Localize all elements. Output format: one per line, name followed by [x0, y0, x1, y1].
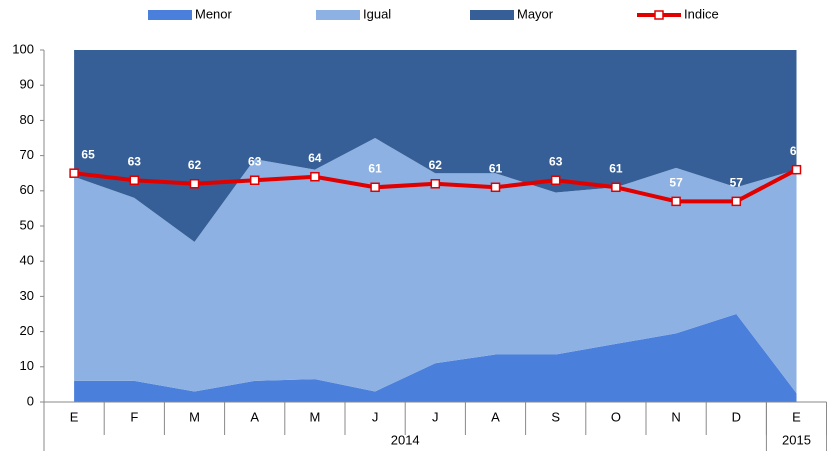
marker	[490, 182, 501, 193]
value-label: 63	[549, 154, 563, 168]
marker	[550, 175, 561, 185]
value-label: 65	[81, 147, 95, 161]
value-label: 63	[128, 154, 142, 168]
y-tick-label: 80	[20, 112, 34, 127]
value-label: 61	[489, 161, 503, 175]
area	[74, 50, 797, 242]
x-tick-label: M	[309, 409, 320, 424]
legend-label: Menor	[195, 6, 233, 21]
legend-swatch	[654, 10, 664, 20]
area	[74, 138, 797, 394]
x-group-label: 2015	[782, 432, 811, 447]
y-tick-label: 0	[27, 393, 34, 408]
x-tick-label: S	[551, 409, 560, 424]
legend-swatch	[148, 10, 192, 20]
y-tick-label: 100	[12, 41, 34, 56]
marker	[310, 171, 320, 182]
x-tick-label: A	[491, 409, 500, 424]
value-label: 61	[368, 161, 382, 175]
value-label: 63	[248, 154, 262, 168]
x-tick-label: F	[130, 409, 138, 424]
y-tick-label: 40	[20, 253, 34, 268]
value-label: 61	[609, 161, 623, 175]
x-tick-label: A	[250, 409, 259, 424]
marker	[370, 182, 380, 193]
marker	[69, 168, 79, 178]
x-tick-label: J	[372, 409, 379, 424]
value-label: 57	[669, 176, 683, 190]
marker	[129, 175, 140, 185]
marker	[189, 179, 200, 189]
y-tick-label: 70	[20, 147, 34, 162]
legend-label: Indice	[684, 6, 719, 21]
marker	[611, 182, 621, 193]
legend-label: Mayor	[517, 6, 554, 21]
x-tick-label: J	[432, 409, 439, 424]
x-tick-label: M	[189, 409, 200, 424]
x-tick-label: O	[611, 409, 621, 424]
legend-label: Igual	[363, 6, 391, 21]
marker	[249, 175, 260, 185]
x-tick-label: E	[70, 409, 79, 424]
marker	[430, 179, 441, 189]
marker	[731, 196, 742, 207]
x-group-label: 2014	[391, 432, 420, 447]
y-tick-label: 10	[20, 358, 34, 373]
x-tick-label: N	[671, 409, 680, 424]
legend-swatch	[470, 10, 514, 20]
x-tick-label: D	[732, 409, 741, 424]
y-tick-label: 60	[20, 182, 34, 197]
y-tick-label: 90	[20, 77, 34, 92]
value-label: 64	[308, 151, 322, 165]
y-tick-label: 30	[20, 288, 34, 303]
y-tick-label: 20	[20, 323, 34, 338]
x-tick-label: E	[792, 409, 801, 424]
value-label: 66	[790, 144, 804, 158]
value-label: 62	[429, 158, 443, 172]
value-label: 57	[730, 176, 744, 190]
marker	[791, 164, 802, 175]
area	[74, 314, 797, 402]
y-tick-label: 50	[20, 217, 34, 232]
marker	[671, 196, 681, 207]
value-label: 62	[188, 158, 202, 172]
legend-swatch	[316, 10, 360, 20]
